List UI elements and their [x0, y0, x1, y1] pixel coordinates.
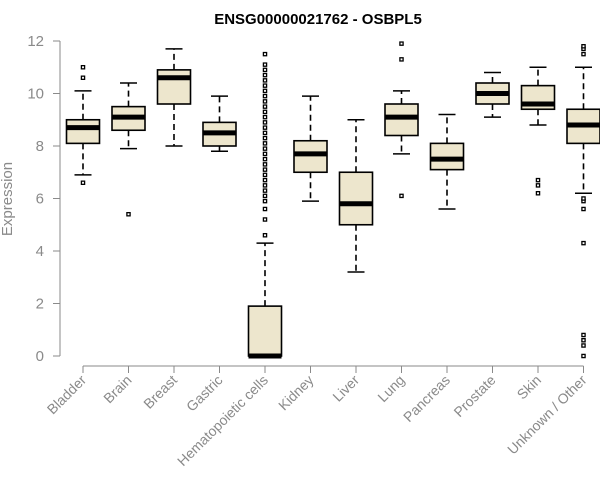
outlier-point [262, 104, 268, 109]
x-tick-label: Lung [374, 372, 407, 405]
y-tick-label: 10 [27, 86, 44, 103]
box-pancreas [429, 113, 465, 210]
y-tick-label: 6 [36, 191, 44, 208]
x-tick-label: Liver [329, 372, 362, 405]
outlier-point [262, 125, 268, 130]
outlier-point [80, 180, 86, 185]
y-tick-label: 2 [36, 296, 44, 313]
outlier-point [80, 65, 86, 70]
box-iqr [384, 103, 419, 137]
box-series [65, 41, 600, 359]
outlier-point [535, 177, 541, 183]
outlier-point [581, 51, 586, 57]
x-tick-label: Kidney [275, 372, 317, 414]
y-axis-label: Expression [0, 162, 16, 236]
x-tick-label: Pancreas [400, 372, 453, 425]
x-tick-label: Breast [140, 372, 180, 412]
outlier-point [262, 72, 268, 78]
outlier-point [581, 332, 586, 338]
box-skin [520, 66, 556, 196]
outlier-point [262, 130, 268, 136]
box-prostate [475, 71, 510, 118]
outlier-point [262, 198, 268, 204]
outlier-point [262, 188, 268, 193]
box-unknown-other [566, 44, 600, 359]
outlier-point [262, 167, 268, 172]
outlier-point [581, 337, 586, 343]
x-tick-label: Brain [100, 372, 134, 406]
outlier-point [535, 190, 541, 196]
box-iqr [156, 69, 192, 105]
outlier-point [262, 151, 268, 157]
x-tick-label: Bladder [44, 372, 90, 418]
outlier-point [399, 57, 404, 62]
outlier-point [262, 232, 268, 238]
outlier-point [262, 141, 268, 146]
outlier-point [262, 78, 268, 83]
x-tick-label: Hematopoietic cells [174, 372, 271, 469]
outlier-point [262, 109, 268, 115]
box-brain [111, 82, 146, 217]
outlier-point [262, 114, 268, 120]
x-tick-label: Skin [514, 372, 545, 403]
box-gastric [202, 95, 237, 153]
y-tick-label: 0 [36, 348, 44, 365]
outlier-point [262, 193, 268, 199]
outlier-point [581, 353, 586, 359]
outlier-point [262, 135, 268, 141]
y-axis: 0 2 4 6 8 10 12 [27, 33, 61, 365]
outlier-point [262, 172, 268, 178]
outlier-point [262, 217, 268, 222]
box-bladder [65, 65, 101, 185]
outlier-point [262, 88, 268, 94]
box-lung [384, 41, 419, 199]
box-iqr [338, 171, 374, 226]
box-hematopoietic-cells [247, 51, 283, 359]
box-iqr [65, 118, 101, 145]
outlier-point [262, 62, 268, 67]
outlier-point [262, 83, 268, 88]
outlier-point [535, 183, 541, 188]
x-tick-label: Unknown / Other [504, 372, 590, 458]
box-liver [338, 118, 374, 273]
outlier-point [80, 75, 86, 81]
chart-title: ENSG00000021762 - OSBPL5 [214, 11, 422, 28]
outlier-point [581, 196, 586, 201]
outlier-point [262, 146, 268, 151]
box-kidney [293, 95, 328, 202]
outlier-point [399, 193, 404, 199]
y-tick-label: 8 [36, 138, 44, 155]
outlier-point [262, 177, 268, 183]
outlier-point [262, 93, 268, 99]
outlier-point [262, 99, 268, 104]
outlier-point [262, 183, 268, 188]
outlier-point [262, 120, 268, 125]
box-iqr [293, 139, 328, 174]
x-tick-label: Prostate [450, 372, 498, 420]
box-iqr [247, 305, 283, 357]
outlier-point [262, 206, 268, 212]
outlier-point [581, 240, 586, 246]
y-tick-label: 4 [36, 243, 44, 260]
box-iqr [429, 142, 465, 171]
outlier-point [581, 44, 586, 49]
outlier-point [262, 162, 268, 167]
outlier-point [126, 211, 131, 217]
outlier-point [262, 67, 268, 73]
outlier-point [262, 156, 268, 162]
x-tick-label: Gastric [183, 372, 226, 415]
outlier-point [581, 343, 586, 348]
outlier-point [399, 41, 404, 46]
box-breast [156, 48, 192, 147]
y-tick-label: 12 [27, 33, 44, 50]
outlier-point [581, 206, 586, 212]
outlier-point [262, 51, 268, 57]
